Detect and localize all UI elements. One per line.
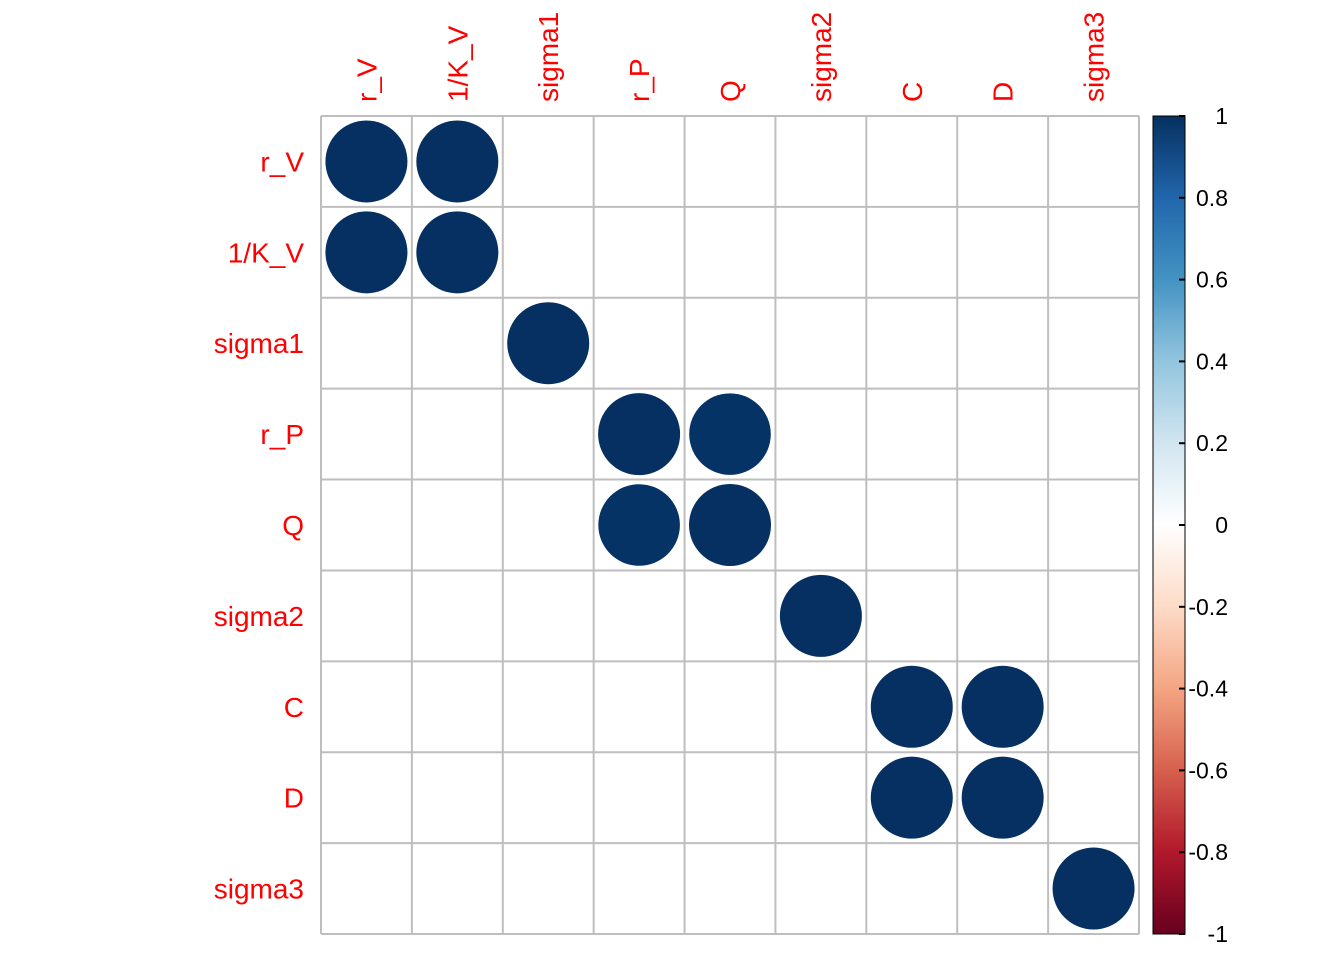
colorbar-tick-label: -0.6 <box>1188 757 1228 783</box>
column-label: r_P <box>624 58 655 102</box>
row-label: r_P <box>260 419 304 450</box>
row-label: sigma2 <box>214 601 304 632</box>
corr-circle-r_V-r_V <box>325 120 408 203</box>
corr-circle-C-C <box>870 665 953 748</box>
row-label: 1/K_V <box>228 237 305 268</box>
row-label: sigma3 <box>214 874 304 905</box>
corr-circle-r_P-r_P <box>598 393 681 476</box>
corr-circle-Q-r_P <box>598 484 680 566</box>
corr-circle-sigma1-sigma1 <box>507 302 590 385</box>
column-label: D <box>988 82 1019 102</box>
row-label: Q <box>282 510 304 541</box>
column-label: sigma1 <box>533 12 564 102</box>
row-label: sigma1 <box>214 328 304 359</box>
colorbar-tick-label: 0.6 <box>1196 267 1228 293</box>
colorbar-tick-label: -0.4 <box>1188 676 1228 702</box>
row-label: D <box>284 783 304 814</box>
corr-circle-C-D <box>961 665 1044 748</box>
column-label: r_V <box>351 58 382 102</box>
corr-circle-sigma3-sigma3 <box>1052 847 1135 930</box>
corr-circle-r_P-Q <box>689 393 771 475</box>
column-label: C <box>897 82 928 102</box>
corr-circle-1/K_V-r_V <box>325 211 408 294</box>
row-label: r_V <box>260 146 304 177</box>
grid-lines <box>320 115 1140 935</box>
corr-circle-1/K_V-1/K_V <box>416 211 499 294</box>
colorbar-tick-label: 1 <box>1215 103 1228 129</box>
column-label: sigma2 <box>806 12 837 102</box>
column-label: Q <box>715 80 746 102</box>
colorbar-tick-label: -1 <box>1208 921 1228 947</box>
corr-circle-D-C <box>870 756 953 839</box>
colorbar-tick-label: 0 <box>1215 512 1228 538</box>
corr-circle-sigma2-sigma2 <box>779 574 862 657</box>
colorbar-tick-label: 0.2 <box>1196 430 1228 456</box>
color-legend: 1 0.8 0.6 0.4 0.2 0 -0.2 -0.4 -0.6 -0.8 -1 <box>1152 103 1228 947</box>
corr-circle-r_V-1/K_V <box>416 120 499 203</box>
column-label: 1/K_V <box>442 25 473 102</box>
colorbar-tick-label: 0.4 <box>1196 348 1228 374</box>
colorbar-tick-label: -0.8 <box>1188 839 1228 865</box>
corr-circle-D-D <box>961 756 1044 839</box>
correlation-circles <box>325 120 1135 930</box>
colorbar-tick-label: -0.2 <box>1188 594 1228 620</box>
corr-circle-Q-Q <box>689 484 771 566</box>
colorbar-tick-label: 0.8 <box>1196 185 1228 211</box>
row-label: C <box>284 692 304 723</box>
column-label: sigma3 <box>1079 12 1110 102</box>
